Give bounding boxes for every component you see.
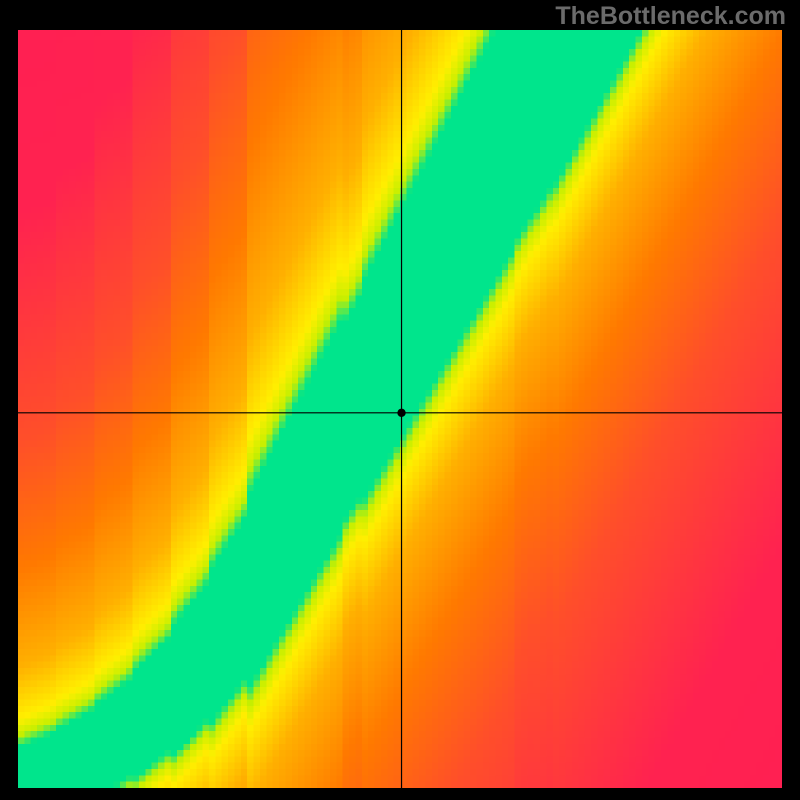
watermark-text: TheBottleneck.com	[555, 2, 786, 31]
heatmap-canvas	[18, 30, 782, 788]
chart-container: TheBottleneck.com	[0, 0, 800, 800]
